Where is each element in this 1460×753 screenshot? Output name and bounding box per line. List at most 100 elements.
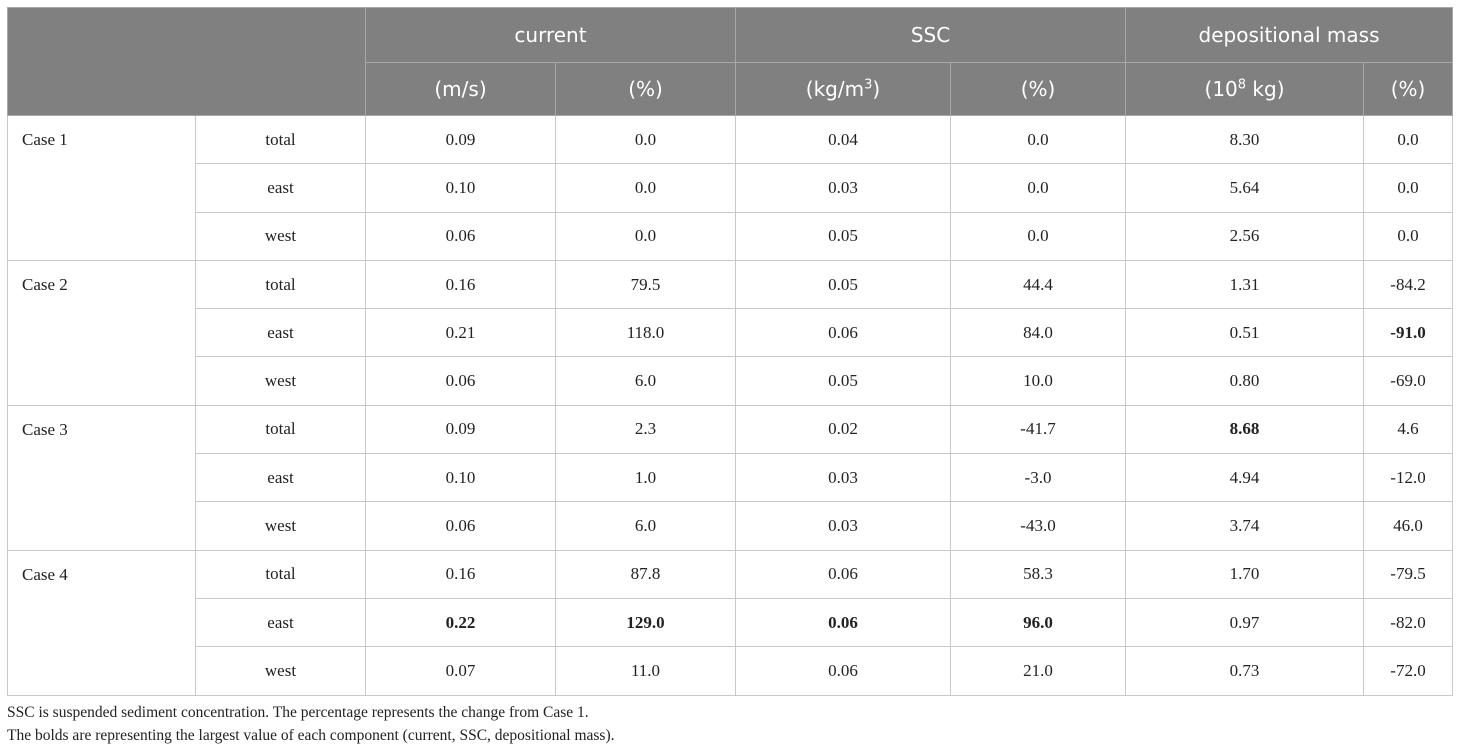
- cell: 4.6: [1363, 404, 1454, 455]
- cell: 0.0: [1363, 114, 1454, 165]
- cell: 0.06: [365, 356, 556, 406]
- cell: 0.80: [1125, 356, 1365, 406]
- cell: 10.0: [949, 356, 1127, 406]
- cell: 11.0: [555, 646, 736, 696]
- cell: 0.03: [735, 501, 951, 551]
- table-row: west 0.06 6.0 0.05 10.0 0.80 -69.0: [8, 356, 1454, 406]
- table-body: Case 1 total 0.09 0.0 0.04 0.0 8.30 0.0 east 0.10…: [7, 114, 1454, 696]
- case-label: Case 4: [7, 549, 196, 696]
- cell: 0.09: [365, 114, 556, 165]
- cell: 0.97: [1125, 597, 1365, 648]
- unit-text: (10: [1204, 77, 1238, 101]
- unit-text: (%): [628, 77, 663, 101]
- footnote: SSC is suspended sediment concentration.…: [7, 704, 589, 721]
- cell: 21.0: [949, 646, 1127, 696]
- bold-value: 129.0: [626, 612, 665, 632]
- region-label: east: [195, 308, 366, 358]
- cell: 0.06: [365, 501, 556, 551]
- group-header: depositional mass: [1125, 7, 1454, 63]
- cell: 0.06: [735, 549, 951, 599]
- bold-value: 96.0: [1023, 612, 1053, 632]
- cell: 0.06: [365, 211, 556, 261]
- cell: 0.16: [365, 549, 556, 599]
- group-header: SSC: [734, 7, 1127, 63]
- table-row: Case 4 total 0.16 87.8 0.06 58.3 1.70 -79.5: [7, 549, 1454, 696]
- unit-header: (%): [555, 62, 736, 116]
- table-row: west 0.07 11.0 0.06 21.0 0.73 -72.0: [8, 646, 1454, 696]
- cell: -84.2: [1363, 259, 1454, 310]
- cell: 0.03: [735, 453, 951, 503]
- cell: 0.03: [735, 163, 951, 213]
- cell: 4.94: [1125, 453, 1365, 503]
- cell: 0.16: [365, 259, 556, 310]
- cell: 2.3: [555, 404, 736, 455]
- table-row: west 0.06 6.0 0.03 -43.0 3.74 46.0: [8, 501, 1454, 551]
- cell: 0.0: [555, 114, 736, 165]
- unit-text: (%): [1390, 77, 1426, 101]
- header-row: current SSC depositional mass: [7, 7, 1454, 116]
- case-label: Case 2: [7, 259, 196, 406]
- cell: 0.51: [1125, 308, 1365, 358]
- cell: 2.56: [1125, 211, 1365, 261]
- cell: 0.04: [735, 114, 951, 165]
- bold-value: 8.68: [1229, 419, 1260, 439]
- cell: 0.09: [365, 404, 556, 455]
- cell: 96.0: [949, 597, 1127, 648]
- footnote: The bolds are representing the largest v…: [7, 727, 615, 744]
- header-corner: [7, 7, 366, 116]
- cell: -69.0: [1363, 356, 1454, 406]
- cell: -82.0: [1363, 597, 1454, 648]
- data-table: current SSC depositional mass (m/s) (%) (kg/m…: [7, 7, 1454, 696]
- bold-value: 0.06: [828, 612, 858, 632]
- group-header: current: [365, 7, 736, 63]
- cell: 0.05: [735, 211, 951, 261]
- region-label: west: [195, 501, 366, 551]
- cell: 1.70: [1125, 549, 1365, 599]
- cell: 129.0: [555, 597, 736, 648]
- cell: 84.0: [949, 308, 1127, 358]
- unit-text: (%): [1020, 77, 1056, 101]
- table-row: west 0.06 0.0 0.05 0.0 2.56 0.0: [8, 211, 1454, 261]
- table-row: east 0.10 1.0 0.03 -3.0 4.94 -12.0: [8, 453, 1454, 503]
- unit-text: kg): [1246, 77, 1285, 101]
- cell: -79.5: [1363, 549, 1454, 599]
- table-row: east 0.10 0.0 0.03 0.0 5.64 0.0: [8, 163, 1454, 213]
- cell: 0.06: [735, 646, 951, 696]
- cell: 0.05: [735, 259, 951, 310]
- table-row: Case 1 total 0.09 0.0 0.04 0.0 8.30 0.0: [7, 114, 1454, 261]
- table-row: Case 2 total 0.16 79.5 0.05 44.4 1.31 -84.2: [7, 259, 1454, 406]
- cell: 0.0: [555, 163, 736, 213]
- unit-text: ): [872, 77, 881, 101]
- cell: -41.7: [949, 404, 1127, 455]
- region-label: east: [195, 597, 366, 648]
- case-label: Case 1: [7, 115, 196, 261]
- cell: 8.30: [1125, 114, 1365, 165]
- cell: -43.0: [949, 501, 1127, 551]
- region-label: east: [195, 453, 366, 503]
- unit-header: (m/s): [365, 62, 556, 116]
- cell: 46.0: [1363, 501, 1454, 551]
- region-label: total: [195, 549, 366, 599]
- cell: 6.0: [555, 356, 736, 406]
- table-row: east 0.22 129.0 0.06 96.0 0.97 -82.0: [8, 597, 1454, 648]
- bold-value: -91.0: [1390, 322, 1426, 342]
- unit-header: (%): [1363, 62, 1454, 116]
- cell: 0.21: [365, 308, 556, 358]
- region-label: total: [195, 114, 366, 165]
- cell: 58.3: [949, 549, 1127, 599]
- region-label: west: [195, 356, 366, 406]
- unit-header: (108 kg): [1125, 62, 1365, 116]
- unit-header: (kg/m3): [735, 62, 951, 116]
- table-header: current SSC depositional mass (m/s) (%) (kg/m…: [7, 7, 1454, 116]
- cell: 44.4: [949, 259, 1127, 310]
- cell: 0.06: [735, 308, 951, 358]
- cell: 6.0: [555, 501, 736, 551]
- cell: 118.0: [555, 308, 736, 358]
- unit-text: (m/s): [434, 77, 487, 101]
- cell: 0.07: [365, 646, 556, 696]
- cell: 87.8: [555, 549, 736, 599]
- cell: 0.73: [1125, 646, 1365, 696]
- region-label: total: [195, 404, 366, 455]
- region-label: east: [195, 163, 366, 213]
